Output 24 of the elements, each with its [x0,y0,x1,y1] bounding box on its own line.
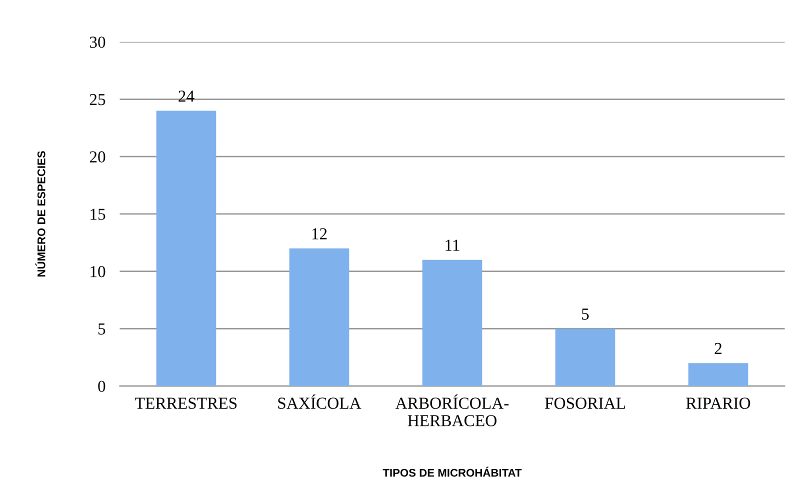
x-tick-label: TERRESTRES [135,398,237,409]
x-tick-label: FOSORIAL [544,398,625,409]
y-tick-label: 15 [90,208,106,220]
data-label: 12 [312,228,327,240]
y-tick-label: 20 [90,151,106,163]
x-tick-label: RIPARIO [686,398,750,409]
bar [688,363,748,386]
y-tick-label: 30 [90,36,106,48]
data-label: 24 [178,90,194,102]
bar [422,260,482,386]
x-axis-title: TIPOS DE MICROHÁBITAT [382,466,522,477]
bar [156,110,216,386]
data-label: 2 [714,342,722,354]
y-tick-label: 10 [90,266,106,278]
y-tick-label: 25 [90,94,106,106]
x-tick-label: SAXÍCOLA [278,394,362,409]
bar [289,248,350,386]
bar [555,328,616,386]
data-label: 11 [446,240,460,251]
y-tick-label: 5 [98,324,106,335]
x-tick-label: ARBORÍCOLA- HERBACEO [395,394,509,426]
data-label: 5 [582,308,589,320]
y-axis-title: NÚMERO DE ESPECIES [35,151,46,277]
y-tick-label: 0 [98,380,106,392]
